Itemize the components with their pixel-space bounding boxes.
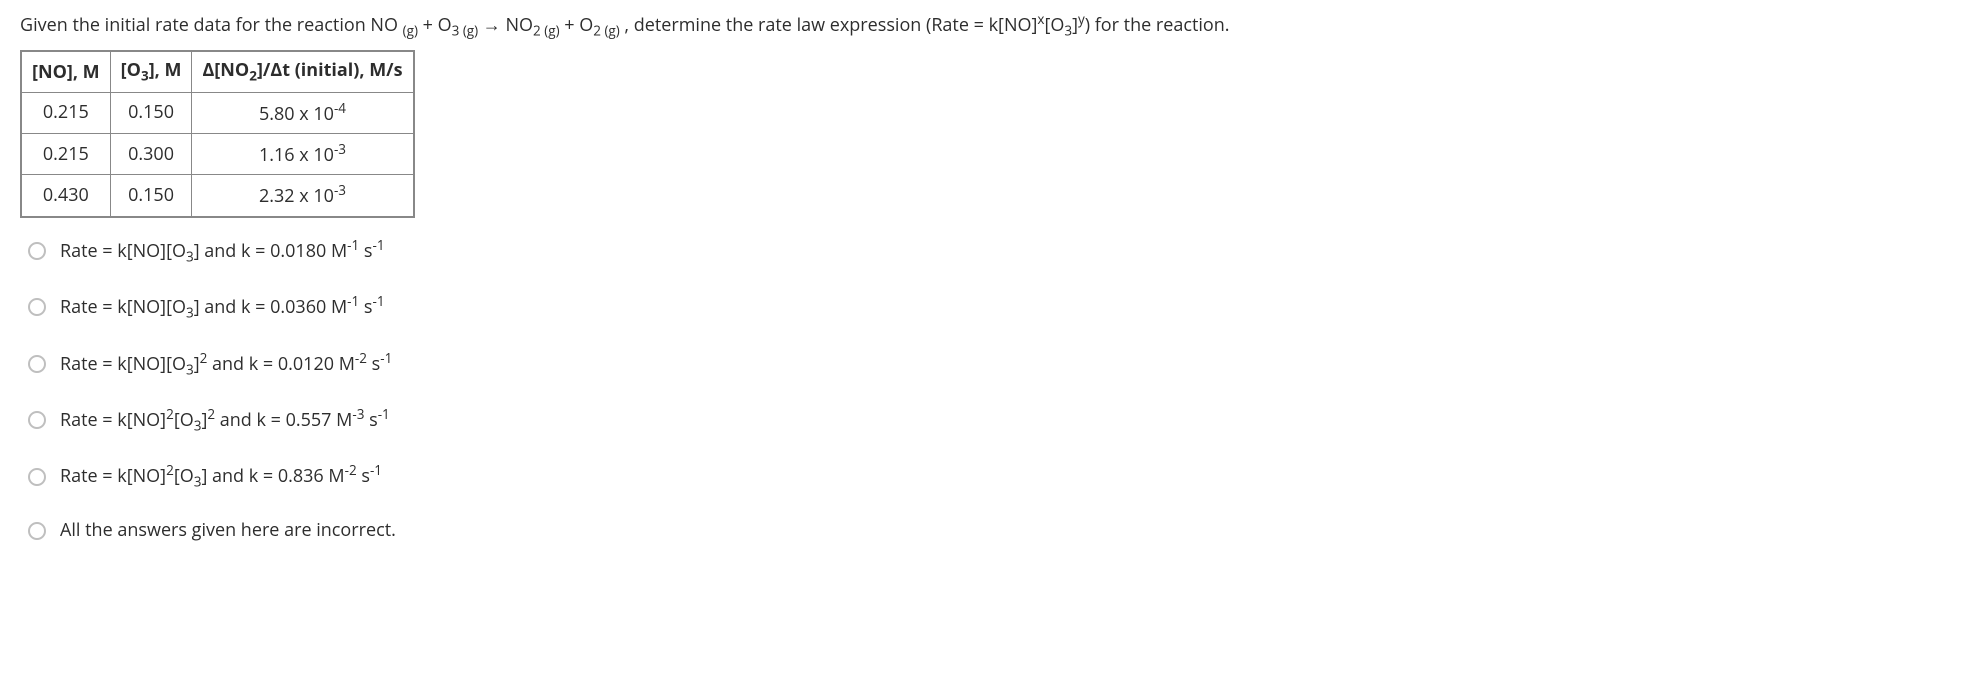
- table-row: 0.430 0.150 2.32 x 10-3: [21, 175, 414, 217]
- col-rate: Δ[NO2]/Δt (initial), M/s: [192, 51, 414, 92]
- table-row: 0.215 0.150 5.80 x 10-4: [21, 92, 414, 133]
- answer-options: Rate = k[NO][O3] and k = 0.0180 M-1 s-1 …: [20, 236, 1954, 544]
- radio-icon: [28, 522, 46, 540]
- table-row: 0.215 0.300 1.16 x 10-3: [21, 134, 414, 175]
- radio-icon: [28, 468, 46, 486]
- col-o3: [O3], M: [110, 51, 192, 92]
- radio-icon: [28, 411, 46, 429]
- option-label: Rate = k[NO][O3] and k = 0.0180 M-1 s-1: [60, 236, 385, 266]
- question-text: Given the initial rate data for the reac…: [20, 10, 1954, 40]
- option-b[interactable]: Rate = k[NO][O3] and k = 0.0360 M-1 s-1: [28, 292, 1954, 322]
- option-e[interactable]: Rate = k[NO]2[O3] and k = 0.836 M-2 s-1: [28, 461, 1954, 491]
- radio-icon: [28, 355, 46, 373]
- option-label: All the answers given here are incorrect…: [60, 518, 396, 543]
- rate-data-table: [NO], M [O3], M Δ[NO2]/Δt (initial), M/s…: [20, 50, 415, 217]
- option-d[interactable]: Rate = k[NO]2[O3]2 and k = 0.557 M-3 s-1: [28, 405, 1954, 435]
- radio-icon: [28, 298, 46, 316]
- option-label: Rate = k[NO][O3]2 and k = 0.0120 M-2 s-1: [60, 349, 392, 379]
- col-no: [NO], M: [21, 51, 110, 92]
- option-label: Rate = k[NO]2[O3]2 and k = 0.557 M-3 s-1: [60, 405, 390, 435]
- option-f[interactable]: All the answers given here are incorrect…: [28, 518, 1954, 543]
- radio-icon: [28, 242, 46, 260]
- option-a[interactable]: Rate = k[NO][O3] and k = 0.0180 M-1 s-1: [28, 236, 1954, 266]
- table-header-row: [NO], M [O3], M Δ[NO2]/Δt (initial), M/s: [21, 51, 414, 92]
- option-label: Rate = k[NO]2[O3] and k = 0.836 M-2 s-1: [60, 461, 382, 491]
- option-c[interactable]: Rate = k[NO][O3]2 and k = 0.0120 M-2 s-1: [28, 349, 1954, 379]
- option-label: Rate = k[NO][O3] and k = 0.0360 M-1 s-1: [60, 292, 385, 322]
